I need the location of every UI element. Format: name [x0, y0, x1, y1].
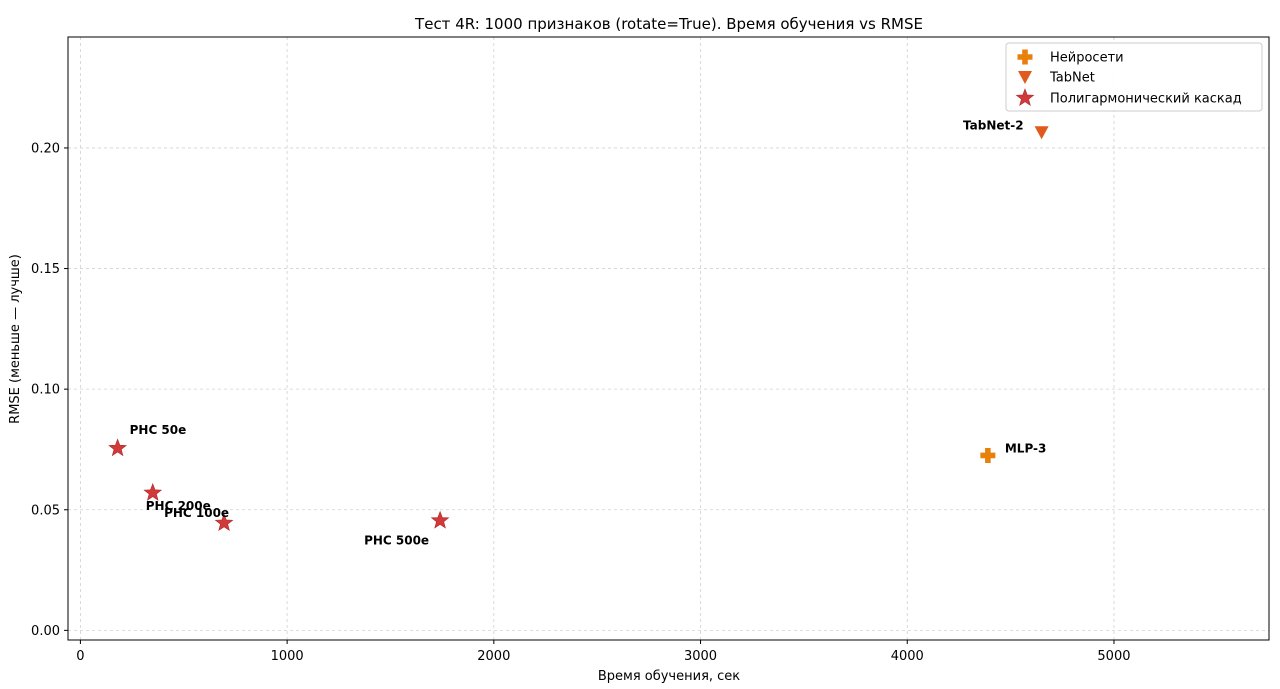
legend-box — [1005, 42, 1263, 112]
axes-ticks: 0 1000 2000 3000 4000 5000 0.00 0.05 0.10 0.15 0.2… — [31, 141, 1130, 664]
point-label: PHC 50e — [130, 423, 187, 437]
x-tick-label: 5000 — [1097, 649, 1130, 664]
x-tick-label: 3000 — [684, 649, 717, 664]
plot-area — [67, 36, 1270, 641]
y-tick-label: 0.15 — [31, 262, 60, 277]
legend-entry: Полигармонический каскад — [1050, 92, 1242, 107]
x-axis-label: Время обучения, сек — [598, 669, 740, 684]
legend: Нейросети TabNet Полигармонический каскад — [1005, 42, 1263, 112]
grid — [68, 37, 1269, 640]
point-label: PHC 100e — [164, 506, 229, 520]
data-point-phc-50e — [108, 438, 127, 457]
point-label: PHC 200e — [146, 499, 211, 513]
data-points — [108, 126, 1049, 531]
x-tick-label: 0 — [76, 649, 84, 664]
x-tick-label: 2000 — [477, 649, 510, 664]
data-point-tabnet-2 — [1034, 126, 1049, 140]
legend-entry: Нейросети — [1050, 51, 1124, 66]
data-point-mlp-3 — [980, 447, 996, 463]
x-tick-label: 1000 — [271, 649, 304, 664]
y-tick-label: 0.05 — [31, 503, 60, 518]
x-tick-label: 4000 — [891, 649, 924, 664]
data-point-phc-200e — [143, 483, 163, 501]
legend-marker-1 — [1017, 49, 1033, 65]
legend-marker-2 — [1018, 71, 1032, 84]
y-tick-label: 0.00 — [31, 624, 60, 639]
y-tick-label: 0.10 — [31, 383, 60, 398]
point-label: PHC 500e — [364, 534, 429, 548]
legend-entry: TabNet — [1049, 71, 1095, 86]
legend-marker-3 — [1015, 88, 1035, 106]
chart-title: Тест 4R: 1000 признаков (rotate=True). В… — [414, 15, 923, 33]
point-label: TabNet-2 — [963, 118, 1024, 132]
data-point-phc-500e — [430, 510, 450, 529]
point-label: MLP-3 — [1005, 441, 1047, 455]
y-axis-label: RMSE (меньше — лучше) — [8, 254, 23, 424]
data-point-phc-100e — [214, 513, 234, 531]
y-tick-label: 0.20 — [31, 141, 60, 156]
